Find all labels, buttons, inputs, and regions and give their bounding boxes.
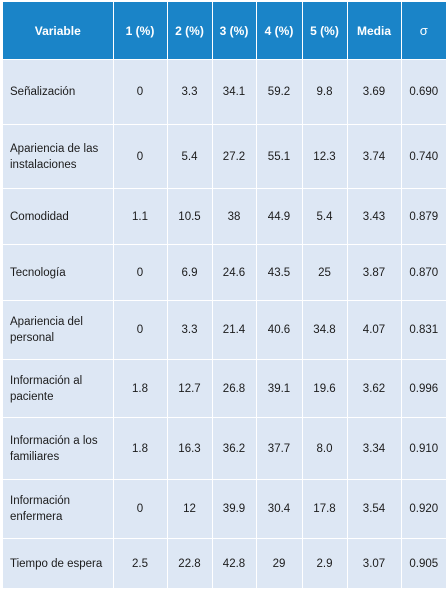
cell-score-4-percent: 40.6 [256, 300, 303, 360]
cell-score-3-percent: 34.1 [212, 59, 257, 125]
table-row: Apariencia del personal 0 3.3 21.4 40.6 … [3, 300, 446, 360]
header-score-3-percent: 3 (%) [212, 2, 257, 60]
cell-score-4-percent: 55.1 [256, 124, 303, 189]
table-row: Información al paciente 1.8 12.7 26.8 39… [3, 359, 446, 418]
cell-score-3-percent: 38 [212, 188, 257, 245]
cell-sigma: 0.870 [401, 244, 446, 301]
header-sigma: σ [401, 2, 446, 60]
table-row: Apariencia de las instalaciones 0 5.4 27… [3, 124, 446, 189]
cell-score-5-percent: 17.8 [302, 479, 348, 539]
cell-media: 3.74 [347, 124, 402, 189]
cell-sigma: 0.920 [401, 479, 446, 539]
cell-sigma: 0.740 [401, 124, 446, 189]
cell-sigma: 0.905 [401, 538, 446, 589]
cell-score-2-percent: 6.9 [167, 244, 213, 301]
table-row: Información enfermera 0 12 39.9 30.4 17.… [3, 479, 446, 539]
cell-variable: Comodidad [3, 188, 114, 245]
cell-score-4-percent: 30.4 [256, 479, 303, 539]
cell-sigma: 0.879 [401, 188, 446, 245]
table-row: Tecnología 0 6.9 24.6 43.5 25 3.87 0.870 [3, 244, 446, 301]
cell-sigma: 0.831 [401, 300, 446, 360]
cell-media: 3.34 [347, 417, 402, 480]
cell-score-3-percent: 39.9 [212, 479, 257, 539]
cell-sigma: 0.910 [401, 417, 446, 480]
header-row: Variable 1 (%) 2 (%) 3 (%) 4 (%) 5 (%) M… [3, 2, 446, 60]
cell-variable: Información al paciente [3, 359, 114, 418]
cell-score-3-percent: 27.2 [212, 124, 257, 189]
cell-score-1-percent: 0 [113, 244, 168, 301]
cell-score-4-percent: 43.5 [256, 244, 303, 301]
table-row: Señalización 0 3.3 34.1 59.2 9.8 3.69 0.… [3, 59, 446, 125]
cell-score-1-percent: 1.1 [113, 188, 168, 245]
cell-score-5-percent: 5.4 [302, 188, 348, 245]
cell-score-4-percent: 37.7 [256, 417, 303, 480]
cell-media: 3.69 [347, 59, 402, 125]
cell-score-5-percent: 34.8 [302, 300, 348, 360]
cell-score-2-percent: 12 [167, 479, 213, 539]
table-row: Tiempo de espera 2.5 22.8 42.8 29 2.9 3.… [3, 538, 446, 589]
cell-score-4-percent: 39.1 [256, 359, 303, 418]
cell-score-1-percent: 1.8 [113, 359, 168, 418]
cell-variable: Tecnología [3, 244, 114, 301]
cell-score-3-percent: 24.6 [212, 244, 257, 301]
cell-score-5-percent: 12.3 [302, 124, 348, 189]
header-score-1-percent: 1 (%) [113, 2, 168, 60]
cell-score-2-percent: 3.3 [167, 59, 213, 125]
cell-score-2-percent: 3.3 [167, 300, 213, 360]
cell-media: 3.07 [347, 538, 402, 589]
cell-score-2-percent: 22.8 [167, 538, 213, 589]
cell-score-5-percent: 2.9 [302, 538, 348, 589]
cell-score-2-percent: 10.5 [167, 188, 213, 245]
header-score-2-percent: 2 (%) [167, 2, 213, 60]
survey-results-table: Variable 1 (%) 2 (%) 3 (%) 4 (%) 5 (%) M… [3, 2, 446, 589]
cell-score-5-percent: 9.8 [302, 59, 348, 125]
table-row: Comodidad 1.1 10.5 38 44.9 5.4 3.43 0.87… [3, 188, 446, 245]
cell-score-1-percent: 0 [113, 479, 168, 539]
header-media: Media [347, 2, 402, 60]
header-variable: Variable [3, 2, 114, 60]
cell-media: 3.54 [347, 479, 402, 539]
cell-score-1-percent: 0 [113, 124, 168, 189]
cell-variable: Apariencia de las instalaciones [3, 124, 114, 189]
cell-variable: Información a los familiares [3, 417, 114, 480]
cell-media: 3.62 [347, 359, 402, 418]
cell-sigma: 0.996 [401, 359, 446, 418]
cell-variable: Apariencia del personal [3, 300, 114, 360]
cell-score-3-percent: 21.4 [212, 300, 257, 360]
cell-score-1-percent: 0 [113, 59, 168, 125]
table-header: Variable 1 (%) 2 (%) 3 (%) 4 (%) 5 (%) M… [3, 2, 446, 60]
cell-score-1-percent: 0 [113, 300, 168, 360]
cell-score-5-percent: 25 [302, 244, 348, 301]
cell-variable: Información enfermera [3, 479, 114, 539]
cell-media: 3.87 [347, 244, 402, 301]
cell-score-4-percent: 59.2 [256, 59, 303, 125]
cell-score-4-percent: 29 [256, 538, 303, 589]
cell-score-1-percent: 2.5 [113, 538, 168, 589]
cell-score-1-percent: 1.8 [113, 417, 168, 480]
cell-score-5-percent: 8.0 [302, 417, 348, 480]
cell-score-3-percent: 26.8 [212, 359, 257, 418]
header-score-5-percent: 5 (%) [302, 2, 348, 60]
cell-media: 3.43 [347, 188, 402, 245]
cell-sigma: 0.690 [401, 59, 446, 125]
cell-variable: Señalización [3, 59, 114, 125]
cell-score-2-percent: 12.7 [167, 359, 213, 418]
table-row: Información a los familiares 1.8 16.3 36… [3, 417, 446, 480]
cell-media: 4.07 [347, 300, 402, 360]
cell-score-2-percent: 16.3 [167, 417, 213, 480]
cell-score-2-percent: 5.4 [167, 124, 213, 189]
cell-variable: Tiempo de espera [3, 538, 114, 589]
cell-score-5-percent: 19.6 [302, 359, 348, 418]
cell-score-3-percent: 42.8 [212, 538, 257, 589]
cell-score-4-percent: 44.9 [256, 188, 303, 245]
header-score-4-percent: 4 (%) [256, 2, 303, 60]
cell-score-3-percent: 36.2 [212, 417, 257, 480]
table-body: Señalización 0 3.3 34.1 59.2 9.8 3.69 0.… [3, 59, 446, 589]
